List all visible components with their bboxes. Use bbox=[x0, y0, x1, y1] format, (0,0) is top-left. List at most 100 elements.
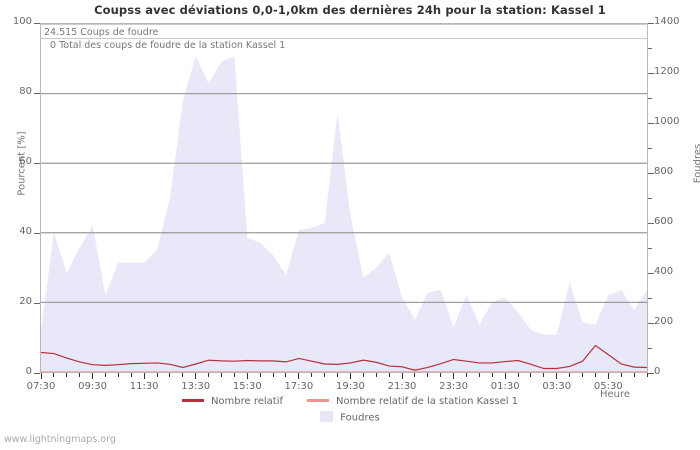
x-tick-mark-major bbox=[556, 373, 558, 379]
x-tick-mark-minor bbox=[633, 373, 635, 377]
legend-label: Nombre relatif bbox=[210, 396, 284, 407]
x-tick-mark-minor bbox=[491, 373, 493, 377]
x-tick-mark-major bbox=[298, 373, 300, 379]
x-tick-mark-minor bbox=[594, 373, 596, 377]
x-tick-mark-major bbox=[143, 373, 145, 379]
x-tick-mark-minor bbox=[530, 373, 532, 377]
page-title: Coupss avec déviations 0,0-1,0km des der… bbox=[94, 3, 606, 17]
y-tick-label-left: 0 bbox=[25, 366, 32, 377]
x-tick-mark-minor bbox=[117, 373, 119, 377]
x-tick-mark-minor bbox=[130, 373, 132, 377]
x-tick-label: 21:30 bbox=[387, 381, 417, 392]
x-tick-mark-minor bbox=[259, 373, 261, 377]
x-tick-mark-minor bbox=[362, 373, 364, 377]
x-tick-mark-major bbox=[504, 373, 506, 379]
y-tick-label-left: 20 bbox=[19, 296, 32, 307]
x-axis-title: Heure bbox=[600, 389, 631, 400]
x-tick-mark-minor bbox=[156, 373, 158, 377]
legend-item[interactable]: Foudres bbox=[320, 411, 380, 424]
x-tick-mark-minor bbox=[221, 373, 222, 377]
y-tick-label-right: 800 bbox=[654, 166, 674, 177]
x-tick-label: 13:30 bbox=[181, 381, 211, 392]
y-tick-mark-left bbox=[34, 162, 40, 164]
legend-line-swatch bbox=[181, 398, 204, 402]
y-tick-mark-left bbox=[34, 92, 40, 94]
y-tick-label-left: 40 bbox=[19, 226, 32, 237]
legend-item[interactable]: Nombre relatif bbox=[181, 396, 284, 407]
x-tick-mark-minor bbox=[233, 373, 235, 377]
x-tick-mark-minor bbox=[337, 373, 339, 377]
y-tick-label-right: 400 bbox=[654, 266, 674, 277]
x-tick-mark-minor bbox=[478, 373, 480, 377]
x-tick-mark-minor bbox=[543, 373, 545, 377]
annotation-total-strokes: 24.515 Coups de foudre bbox=[44, 27, 159, 38]
x-tick-mark-minor bbox=[427, 373, 429, 377]
line-series-nombre-relatif bbox=[41, 344, 647, 371]
x-tick-mark-minor bbox=[465, 373, 467, 377]
x-tick-label: 15:30 bbox=[232, 381, 262, 392]
x-tick-mark-minor bbox=[53, 373, 55, 377]
legend-row-primary: Nombre relatif Nombre relatif de la stati… bbox=[0, 396, 700, 408]
y-tick-label-right: 0 bbox=[654, 366, 661, 377]
y-minor-tick-right bbox=[648, 97, 652, 99]
x-tick-mark-minor bbox=[324, 373, 326, 377]
y-tick-mark-right bbox=[648, 322, 654, 324]
x-tick-mark-minor bbox=[272, 373, 274, 377]
y-tick-mark-left bbox=[34, 302, 40, 304]
y-tick-label-right: 600 bbox=[654, 216, 674, 227]
x-tick-mark-major bbox=[453, 373, 455, 379]
x-tick-mark-minor bbox=[182, 373, 184, 377]
x-tick-mark-minor bbox=[375, 373, 377, 377]
x-tick-mark-major bbox=[246, 373, 248, 379]
y-tick-mark-left bbox=[34, 22, 40, 24]
y-minor-tick-right bbox=[648, 347, 652, 349]
x-tick-mark-major bbox=[195, 373, 197, 379]
x-tick-mark-minor bbox=[169, 373, 171, 377]
x-tick-mark-minor bbox=[388, 373, 390, 377]
y-tick-label-left: 80 bbox=[19, 86, 32, 97]
y-minor-tick-right bbox=[648, 247, 652, 249]
x-tick-mark-major bbox=[349, 373, 351, 379]
y-minor-tick-right bbox=[648, 47, 652, 49]
y-tick-label-right: 1000 bbox=[654, 116, 680, 127]
y-tick-label-right: 1200 bbox=[654, 66, 680, 77]
y-tick-mark-right bbox=[648, 172, 654, 174]
y-tick-mark-left bbox=[34, 232, 40, 234]
x-tick-mark-minor bbox=[208, 373, 210, 377]
x-tick-mark-minor bbox=[311, 373, 313, 377]
x-tick-label: 03:30 bbox=[542, 381, 572, 392]
y-tick-mark-right bbox=[648, 72, 654, 74]
x-tick-mark-minor bbox=[66, 373, 68, 377]
y-tick-label-right: 1400 bbox=[654, 16, 680, 27]
legend-item[interactable]: Nombre relatif de la station Kassel 1 bbox=[307, 396, 518, 407]
annotation-divider bbox=[41, 38, 647, 39]
legend-area-swatch bbox=[320, 411, 334, 422]
x-tick-mark-minor bbox=[285, 373, 287, 377]
x-tick-label: 23:30 bbox=[439, 381, 468, 392]
legend-label: Nombre relatif de la station Kassel 1 bbox=[336, 396, 519, 407]
y-minor-tick-right bbox=[648, 197, 652, 199]
y-tick-label-right: 200 bbox=[654, 316, 674, 327]
x-tick-mark-minor bbox=[517, 373, 519, 377]
x-tick-label: 09:30 bbox=[78, 381, 107, 392]
legend-line-swatch bbox=[307, 398, 330, 402]
y-tick-mark-right bbox=[648, 122, 654, 124]
y-tick-mark-right bbox=[648, 22, 654, 24]
x-tick-mark-minor bbox=[569, 373, 571, 377]
x-tick-label: 19:30 bbox=[336, 381, 365, 392]
x-tick-mark-minor bbox=[440, 373, 442, 377]
y-minor-tick-right bbox=[648, 147, 652, 149]
x-tick-mark-minor bbox=[104, 373, 106, 377]
x-tick-label: 01:30 bbox=[490, 381, 520, 392]
annotation-station-strokes: 0 Total des coups de foudre de la statio… bbox=[50, 40, 286, 51]
y-tick-mark-left bbox=[34, 372, 40, 374]
x-tick-mark-major bbox=[40, 373, 42, 379]
x-tick-mark-minor bbox=[414, 373, 416, 377]
legend-row-secondary: Foudres bbox=[0, 411, 700, 424]
x-tick-mark-minor bbox=[646, 373, 648, 377]
watermark: www.lightningmaps.org bbox=[4, 434, 116, 445]
x-tick-mark-minor bbox=[582, 373, 584, 377]
y-tick-label-left: 100 bbox=[12, 16, 32, 27]
plot-svg bbox=[41, 24, 647, 372]
y-tick-label-left: 60 bbox=[19, 156, 32, 167]
